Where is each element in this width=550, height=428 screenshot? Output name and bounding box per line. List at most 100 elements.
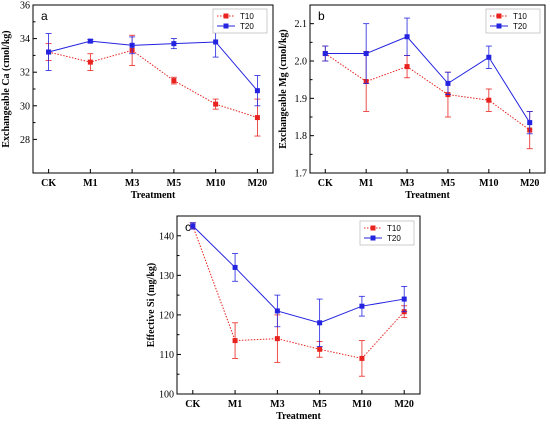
data-point-T20 — [363, 51, 369, 57]
legend-label: T10 — [240, 12, 254, 21]
legend-marker — [496, 23, 502, 29]
y-tick-label: 140 — [159, 231, 174, 242]
legend-label: T20 — [240, 22, 254, 31]
y-tick-label: 36 — [20, 1, 30, 12]
y-tick-label: 2.0 — [295, 57, 308, 68]
y-axis-title: Effective Si (mg/kg) — [146, 263, 157, 347]
x-tick-label: M20 — [520, 178, 539, 189]
legend-marker — [223, 23, 229, 29]
data-point-T20 — [527, 120, 533, 126]
panel-a: 28 30 32 34 36 CK M1 M3 M5 M10 M20 Treatment Exchang… — [1, 1, 274, 201]
y-tick-label: 34 — [20, 34, 30, 45]
panel-c: 100 110 120 130 140 CK M1 M3 M5 M10 M20 Treatment Ef… — [146, 215, 421, 422]
y-axis-title: Exchangeable Ca (cmol/kg) — [1, 30, 12, 147]
y-tick-label: 28 — [20, 135, 30, 146]
series-line-T10 — [192, 225, 405, 359]
legend-marker — [370, 235, 376, 241]
x-tick-label: M3 — [125, 178, 139, 189]
data-point-T10 — [254, 115, 260, 121]
panel-letter: c — [185, 220, 191, 234]
data-point-T20 — [46, 49, 52, 55]
data-point-T20 — [322, 51, 328, 57]
data-point-T20 — [274, 308, 280, 314]
data-point-T20 — [213, 39, 219, 45]
series-line-T20 — [325, 36, 531, 123]
x-tick-label: M5 — [441, 178, 455, 189]
legend-label: T20 — [387, 234, 401, 243]
panel-letter: a — [41, 9, 48, 23]
data-point-T10 — [359, 355, 365, 361]
data-point-T20 — [190, 223, 196, 229]
x-tick-label: M5 — [312, 399, 326, 410]
data-point-T20 — [171, 41, 177, 47]
panel-b: 1.7 1.8 1.9 2.0 2.1 CK M1 M3 M5 M10 M20 Treatment Ex… — [278, 4, 546, 201]
x-axis-title: Treatment — [405, 190, 450, 201]
legend-label: T10 — [513, 12, 527, 21]
y-tick-label: 1.8 — [295, 131, 308, 142]
y-tick-label: 1.7 — [295, 169, 308, 180]
x-axis-title: Treatment — [276, 411, 321, 422]
series-line-T10 — [48, 49, 258, 119]
x-tick-label: M3 — [270, 399, 284, 410]
series-line-T10 — [324, 53, 531, 131]
data-point-T20 — [401, 296, 407, 302]
data-point-T20 — [129, 42, 135, 48]
legend-marker — [370, 225, 376, 231]
data-point-T10 — [213, 101, 219, 107]
y-tick-label: 32 — [20, 68, 30, 79]
y-tick-label: 2.1 — [295, 19, 308, 30]
data-point-T20 — [317, 320, 323, 326]
data-point-T20 — [486, 54, 492, 60]
data-point-T10 — [232, 338, 238, 344]
y-axis-title: Exchangeable Mg (cmol/kg) — [278, 29, 289, 148]
legend-box — [359, 220, 415, 246]
panel-letter: b — [318, 9, 325, 23]
plot-frame — [309, 4, 546, 174]
legend-box — [212, 8, 268, 34]
x-tick-label: M20 — [394, 399, 413, 410]
legend-label: T10 — [387, 224, 401, 233]
x-tick-label: M10 — [352, 399, 371, 410]
y-tick-label: 30 — [20, 101, 30, 112]
x-tick-label: M10 — [206, 178, 225, 189]
data-point-T10 — [486, 97, 492, 103]
x-tick-label: M1 — [83, 178, 97, 189]
series-line-T20 — [192, 225, 405, 324]
x-tick-label: CK — [185, 399, 200, 410]
data-point-T20 — [404, 34, 410, 40]
legend-label: T20 — [513, 22, 527, 31]
x-tick-label: M1 — [228, 399, 242, 410]
series-line-T20 — [48, 40, 258, 92]
data-point-T10 — [171, 78, 177, 84]
legend-marker — [496, 13, 502, 19]
y-tick-label: 1.9 — [295, 94, 308, 105]
x-tick-label: M10 — [479, 178, 498, 189]
x-tick-label: M20 — [248, 178, 267, 189]
x-axis-title: Treatment — [131, 190, 176, 201]
x-tick-label: CK — [318, 178, 333, 189]
y-tick-label: 100 — [159, 390, 174, 401]
data-point-T10 — [404, 64, 410, 70]
legend-marker — [223, 13, 229, 19]
legend-box — [485, 8, 541, 34]
data-point-T20 — [359, 303, 365, 309]
y-tick-label: 120 — [159, 310, 174, 321]
data-point-T10 — [317, 346, 323, 352]
data-point-T20 — [445, 80, 451, 86]
data-point-T20 — [254, 88, 260, 94]
y-tick-label: 130 — [159, 271, 174, 282]
data-point-T20 — [87, 38, 93, 44]
x-tick-label: M3 — [400, 178, 414, 189]
y-tick-label: 110 — [159, 350, 174, 361]
data-point-T10 — [87, 59, 93, 65]
plot-frame — [176, 215, 421, 395]
x-tick-label: CK — [41, 178, 56, 189]
x-tick-label: M5 — [167, 178, 181, 189]
data-point-T20 — [232, 264, 238, 270]
data-point-T10 — [274, 336, 280, 342]
x-tick-label: M1 — [359, 178, 373, 189]
